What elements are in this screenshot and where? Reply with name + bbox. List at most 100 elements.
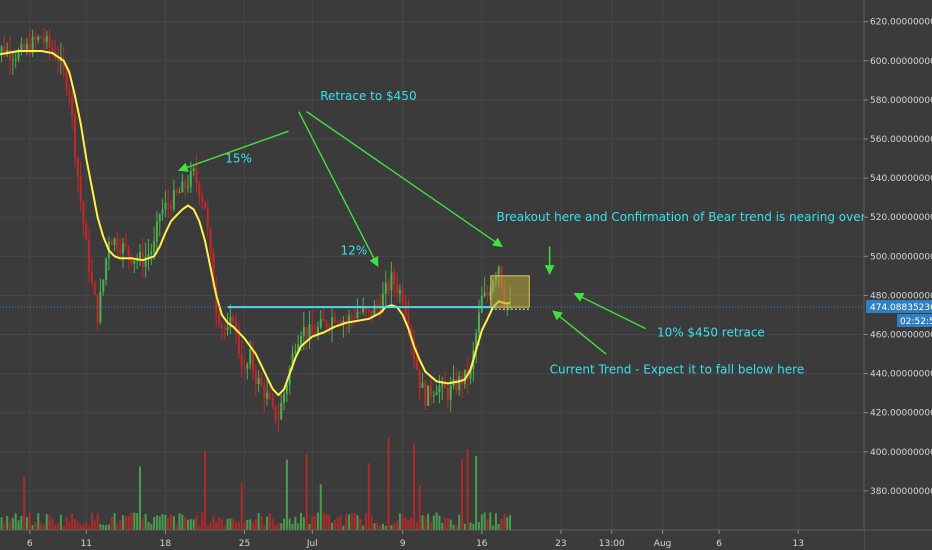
current-price-tag: 474.08835236 02:52:59	[866, 299, 932, 327]
volume-bar	[331, 522, 334, 530]
candle-body	[28, 43, 31, 54]
drawing-overlays[interactable]	[178, 111, 646, 355]
candle-body	[25, 43, 28, 50]
candle-body	[96, 294, 99, 323]
candle-body	[144, 256, 147, 267]
volume-bar	[40, 523, 43, 530]
volume-bar	[316, 512, 319, 530]
candle-body	[311, 324, 314, 334]
candle-body	[435, 392, 438, 395]
volume-bar	[90, 512, 93, 530]
plot-background	[0, 0, 864, 530]
candle-body	[110, 241, 113, 246]
grid	[0, 0, 864, 530]
volume-bar	[407, 520, 410, 530]
candle-body	[404, 302, 407, 315]
time-axis: 6 11 18 25 Jul 9 16 23 13:00 Aug 6 13	[27, 530, 804, 549]
candle-body	[424, 382, 427, 406]
candle-body	[65, 69, 68, 91]
volume-bar	[37, 513, 40, 530]
volume-bar	[350, 512, 353, 530]
volume-bar	[9, 521, 12, 530]
candle-body	[40, 36, 43, 39]
annotations: Retrace to $450 15% 12% Breakout here and C…	[225, 89, 865, 377]
price-axis: 640.00000000620.00000000600.00000000580.…	[864, 18, 932, 497]
candle-body	[362, 308, 365, 313]
volume-bar	[376, 522, 379, 530]
volume-bar	[345, 513, 348, 530]
volume-bar	[356, 515, 359, 530]
candle-body	[328, 326, 331, 328]
candle-body	[418, 369, 421, 388]
candle-body	[195, 168, 198, 184]
time-axis-panel[interactable]	[0, 530, 864, 550]
volume-bar	[271, 518, 274, 530]
ema-line	[0, 50, 511, 397]
volume-bar	[243, 522, 246, 530]
x-tick-label: 6	[716, 539, 722, 549]
candle-body	[480, 296, 483, 313]
volume-bar	[387, 437, 390, 530]
candle-body	[218, 313, 221, 325]
candle-body	[243, 367, 246, 369]
volume-bar	[212, 515, 215, 530]
volume-bar	[483, 512, 486, 530]
volume-bar	[441, 522, 444, 530]
candle-body	[458, 376, 461, 391]
candle-body	[127, 246, 130, 256]
volume-bar	[455, 525, 458, 530]
volume-bar	[353, 513, 356, 530]
candle-body	[257, 378, 260, 385]
volume-bar	[71, 513, 74, 530]
candle-body	[285, 384, 288, 394]
candle-body	[251, 349, 254, 371]
volume-bar	[51, 518, 54, 530]
candle-body	[463, 369, 466, 384]
candle-body	[268, 392, 271, 399]
candle-body	[74, 115, 76, 158]
candle-body	[172, 189, 175, 210]
volume-bar	[133, 512, 136, 530]
volume-bar	[122, 515, 125, 530]
candle-body	[229, 316, 232, 328]
candle-body	[316, 327, 319, 336]
annotation-retrace10: 10% $450 retrace	[657, 325, 765, 339]
volume-bar	[0, 517, 3, 530]
candle-body	[483, 292, 486, 297]
candle-body	[119, 249, 122, 254]
candle-body	[396, 285, 399, 294]
volume-bar	[124, 516, 127, 530]
candle-body	[42, 38, 45, 43]
candle-body	[384, 283, 387, 294]
x-tick-label: 23	[555, 539, 566, 549]
volume-bar	[34, 522, 37, 530]
volume-bar	[367, 463, 370, 530]
volume-bar	[494, 513, 497, 530]
volume-bar	[189, 519, 192, 530]
candle-body	[51, 47, 54, 52]
candle-body	[353, 316, 356, 318]
annotation-pct15: 15%	[225, 151, 252, 165]
y-tick-label: 540.00000000	[870, 174, 932, 184]
x-tick-label: Aug	[654, 539, 672, 549]
candle-body	[23, 44, 26, 50]
candle-body	[3, 46, 6, 55]
volume-bar	[410, 517, 413, 530]
annotation-current_trend: Current Trend - Expect it to fall below …	[550, 363, 805, 377]
candle-body	[164, 203, 167, 210]
candle-body	[237, 328, 240, 355]
annotation-arrow	[178, 130, 289, 172]
volume-bar	[424, 516, 427, 530]
candle-body	[9, 49, 12, 60]
candle-body	[432, 394, 435, 397]
volume-bar	[218, 517, 221, 530]
volume-bar	[172, 516, 175, 530]
price-axis-panel[interactable]	[864, 0, 932, 550]
volume-bar	[308, 524, 311, 530]
candle-body	[90, 272, 93, 283]
candle-body	[413, 340, 415, 359]
candle-body	[277, 419, 280, 421]
candle-body	[300, 335, 302, 345]
volume-bar	[11, 517, 14, 530]
